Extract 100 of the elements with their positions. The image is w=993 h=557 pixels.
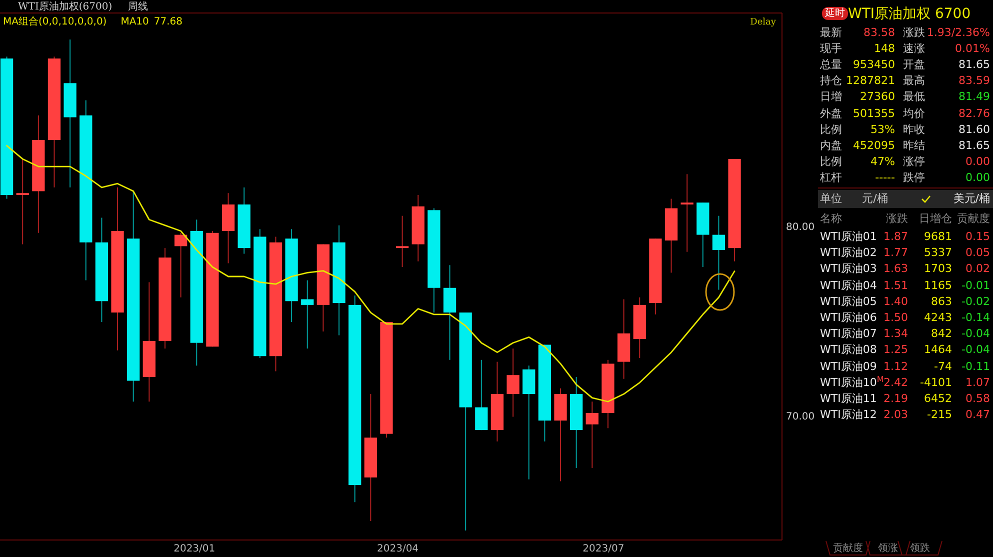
text: 83.58 xyxy=(864,26,895,40)
text: 贡献度 xyxy=(957,212,990,226)
text: 1.40 xyxy=(884,294,908,309)
text: 2.03 xyxy=(884,408,908,422)
text: WTI原油09 xyxy=(820,360,877,374)
text: 昨结 xyxy=(903,138,925,153)
text: 1.87 xyxy=(884,230,908,244)
text: 953450 xyxy=(853,58,895,72)
text: 元/桶 xyxy=(862,192,888,205)
text: -0.04 xyxy=(962,343,990,358)
text: 外盘 xyxy=(820,106,842,120)
text: 现手 xyxy=(820,42,842,56)
text: 1165 xyxy=(924,278,952,293)
legend-title: MA组合(0,0,10,0,0,0) xyxy=(3,16,107,28)
text: 0.05 xyxy=(966,246,990,260)
text: 美元/桶 xyxy=(953,192,990,206)
chart-subtitle: 周线 xyxy=(128,0,148,13)
text: 1.12 xyxy=(884,360,908,374)
text: -0.14 xyxy=(962,311,990,325)
text: 2.19 xyxy=(884,392,908,406)
text: -74 xyxy=(934,360,952,374)
text: 0.02 xyxy=(966,262,990,276)
text: 452095 xyxy=(853,138,895,153)
text: 1.25 xyxy=(884,343,908,358)
text: 杠杆 xyxy=(820,170,842,185)
text: 速涨 xyxy=(903,42,925,56)
text: WTI原油03 xyxy=(820,262,877,276)
text: 9681 xyxy=(924,230,952,244)
text: 名称 xyxy=(820,212,842,226)
text: 持仓 xyxy=(820,74,842,88)
text: 最低 xyxy=(903,90,925,104)
text: WTI原油05 xyxy=(820,294,877,309)
annotation: 77.68 xyxy=(154,16,183,28)
text: 2.42 xyxy=(884,376,908,390)
text: 842 xyxy=(931,327,952,342)
text: WTI原油02 xyxy=(820,246,877,260)
text: 1464 xyxy=(924,343,952,358)
text: 0.58 xyxy=(966,392,990,406)
text: 81.65 xyxy=(958,58,990,72)
text: WTI原油07 xyxy=(820,327,877,342)
text: 53% xyxy=(870,122,895,137)
candlestick xyxy=(506,348,520,418)
text: -0.01 xyxy=(962,278,990,293)
text: 6452 xyxy=(924,392,952,406)
candlestick xyxy=(16,158,29,245)
text: MA10 xyxy=(120,16,149,28)
text: 1.07 xyxy=(966,376,990,390)
text: 0.00 xyxy=(966,154,990,169)
x-tick-label: 2023/01 xyxy=(174,544,216,555)
text: 比例 xyxy=(820,154,842,169)
text: 0.15 xyxy=(966,230,990,244)
text: WTI原油11 xyxy=(820,392,877,406)
text: 1.77 xyxy=(884,246,908,260)
y-tick-label: 80.00 xyxy=(786,222,815,233)
text: 1.93/2.36% xyxy=(926,26,990,40)
text: 1.34 xyxy=(884,327,908,342)
text: WTI原油08 xyxy=(820,343,877,358)
text: WTI原油加权 6700 xyxy=(848,5,971,23)
text: 27360 xyxy=(860,90,895,104)
x-tick-label: 2023/04 xyxy=(377,544,419,555)
x-tick-label: 2023/07 xyxy=(582,544,624,555)
chart-title: WTI原油加权(6700) xyxy=(18,0,112,13)
text: 开盘 xyxy=(903,58,925,72)
text: 1.63 xyxy=(884,262,908,276)
text: 1.51 xyxy=(884,278,908,293)
text: WTI原油06 xyxy=(820,311,877,325)
text: 单位 xyxy=(820,192,842,206)
text: 日增仓 xyxy=(919,212,952,226)
text: 81.65 xyxy=(958,138,990,153)
line-series xyxy=(6,145,736,402)
candlestick xyxy=(301,280,314,350)
text: -0.04 xyxy=(962,327,990,342)
text: 最新 xyxy=(820,26,842,40)
text: 总量 xyxy=(820,58,842,72)
text: 148 xyxy=(874,42,895,56)
text: 81.60 xyxy=(958,122,990,137)
text: 4243 xyxy=(924,311,952,325)
candlestick xyxy=(680,174,694,252)
text: 日增 xyxy=(820,90,842,104)
text: 涨跌 xyxy=(886,212,908,226)
text: -0.02 xyxy=(962,294,990,309)
candlestick xyxy=(396,215,409,268)
text: 贡献度 xyxy=(833,542,863,554)
text: -215 xyxy=(927,408,952,422)
text: 跌停 xyxy=(903,170,925,185)
text: 82.76 xyxy=(958,106,990,120)
text: WTI原油10$^{M}$ xyxy=(820,374,884,390)
text: -4101 xyxy=(920,376,952,390)
y-tick-label: 70.00 xyxy=(786,412,815,423)
candlestick xyxy=(712,215,726,290)
text: 涨停 xyxy=(903,154,925,169)
text: -0.11 xyxy=(962,360,990,374)
text: 涨跌 xyxy=(903,26,925,40)
text: 比例 xyxy=(820,122,842,137)
text: 1.50 xyxy=(884,311,908,325)
candlestick xyxy=(586,401,598,468)
text: 最高 xyxy=(903,74,925,88)
text: 1703 xyxy=(924,262,952,276)
text: 内盘 xyxy=(820,138,842,153)
text: 83.59 xyxy=(958,74,990,88)
